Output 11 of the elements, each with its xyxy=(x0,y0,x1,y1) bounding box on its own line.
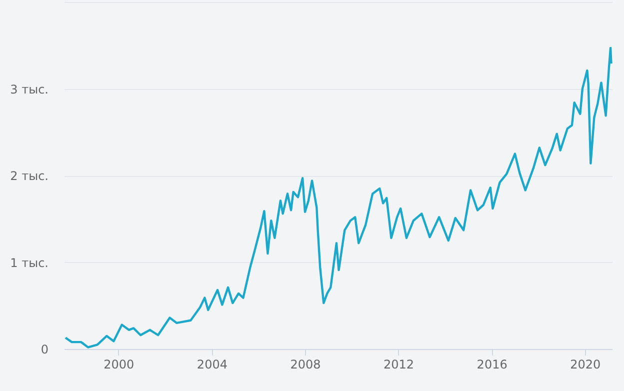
y-tick-label: 2 тыс. xyxy=(10,169,48,183)
x-tick-label: 2020 xyxy=(570,358,601,372)
y-tick-label: 3 тыс. xyxy=(10,82,48,96)
y-tick-label: 1 тыс. xyxy=(10,256,48,270)
x-tick-label: 2000 xyxy=(104,358,134,372)
y-tick-label: 0 xyxy=(40,342,48,356)
x-tick-label: 2016 xyxy=(476,358,508,372)
line-series xyxy=(64,46,612,348)
x-tick-label: 2004 xyxy=(196,358,228,372)
x-tick-label: 2008 xyxy=(290,358,321,372)
x-tick-label: 2012 xyxy=(384,358,414,372)
